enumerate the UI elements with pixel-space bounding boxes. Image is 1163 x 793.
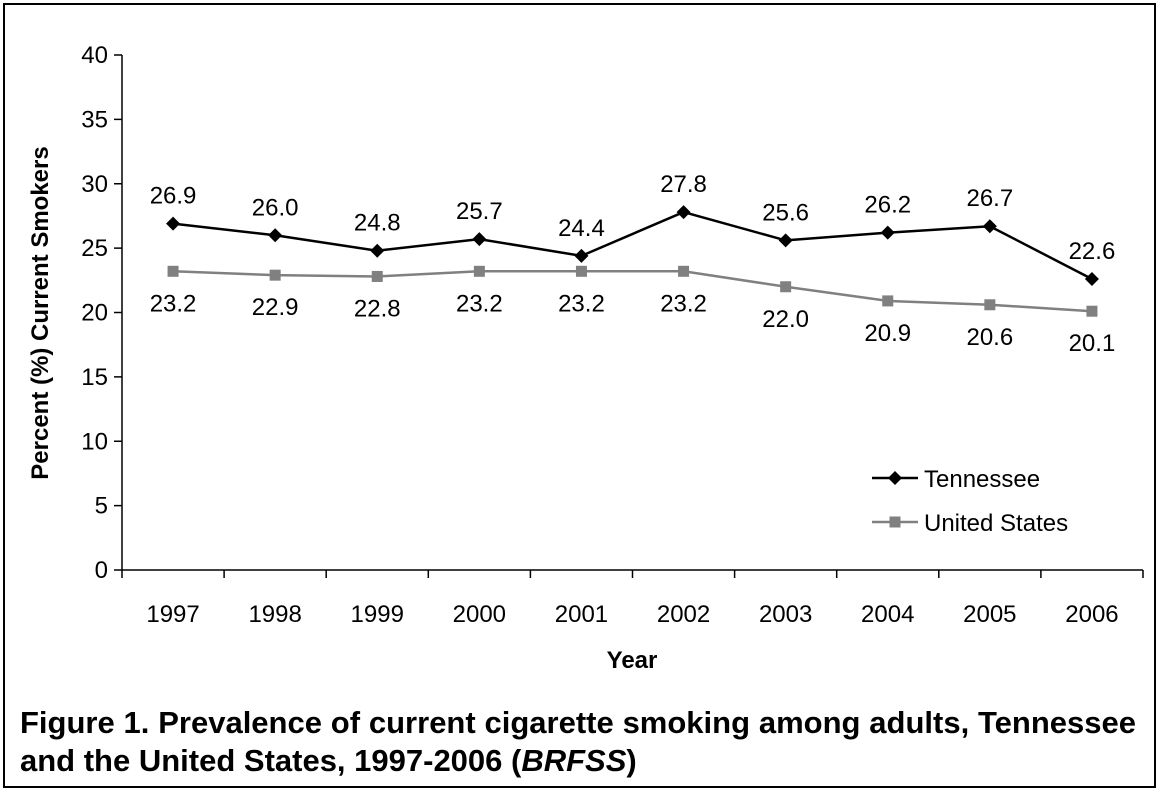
data-label: 23.2 (456, 290, 503, 317)
data-label: 25.7 (456, 198, 503, 225)
y-tick-label: 15 (81, 364, 108, 391)
data-labels: 26.9 26.0 24.8 25.7 24.4 27.8 25.6 26.2 26.7 22.6… (150, 171, 1116, 357)
series-markers (166, 205, 1099, 317)
y-tick-label: 0 (95, 557, 108, 584)
data-point (575, 265, 587, 277)
data-point (982, 219, 997, 234)
line-chart: 0 5 10 15 20 25 30 35 40 1997 1998 1999 2000 2001 200… (27, 42, 1144, 674)
data-label: 24.4 (558, 215, 605, 242)
data-label: 22.0 (762, 306, 809, 333)
legend-label: United States (924, 510, 1068, 537)
y-tick-labels: 0 5 10 15 20 25 30 35 40 (81, 42, 108, 584)
x-tick-label: 2003 (759, 601, 812, 628)
data-label: 27.8 (660, 171, 707, 198)
data-label: 20.1 (1069, 330, 1116, 357)
chart-axes (114, 54, 1144, 578)
data-point (778, 233, 793, 248)
data-point (780, 281, 792, 293)
legend: Tennessee United States (872, 466, 1068, 537)
data-point (678, 265, 690, 277)
figure-caption: Figure 1. Prevalence of current cigarett… (20, 704, 1136, 780)
data-label: 20.9 (864, 320, 911, 347)
series-line-tennessee (172, 210, 1093, 281)
data-point (166, 216, 181, 231)
x-tick-labels: 1997 1998 1999 2000 2001 2002 2003 2004 2005 2006 (146, 601, 1118, 628)
data-point (371, 270, 383, 282)
data-label: 26.0 (252, 194, 299, 221)
data-label: 23.2 (660, 290, 707, 317)
x-tick-label: 2004 (861, 601, 914, 628)
x-axis-title: Year (607, 647, 658, 674)
data-point (676, 205, 691, 220)
x-tick-label: 1999 (351, 601, 404, 628)
data-point (473, 265, 485, 277)
data-point (880, 225, 895, 240)
data-label: 24.8 (354, 210, 401, 237)
y-tick-label: 5 (95, 493, 108, 520)
data-label: 26.9 (150, 183, 197, 210)
y-axis-title: Percent (%) Current Smokers (27, 146, 54, 479)
data-point (268, 228, 283, 243)
legend-marker (888, 471, 902, 485)
data-point (269, 269, 281, 281)
data-point (472, 232, 487, 247)
y-tick-label: 25 (81, 235, 108, 262)
data-point (882, 295, 894, 307)
caption-end: ) (626, 743, 637, 778)
y-tick-label: 30 (81, 171, 108, 198)
caption-main: Figure 1. Prevalence of current cigarett… (20, 705, 1136, 778)
data-label: 22.8 (354, 295, 401, 322)
x-tick-label: 1997 (146, 601, 199, 628)
data-label: 22.9 (252, 294, 299, 321)
legend-label: Tennessee (924, 466, 1040, 493)
data-point (984, 299, 996, 311)
data-point (574, 248, 589, 263)
data-point (370, 243, 385, 258)
data-point (1084, 272, 1099, 287)
data-label: 23.2 (558, 290, 605, 317)
y-tick-label: 35 (81, 106, 108, 133)
data-label: 26.7 (966, 185, 1013, 212)
x-tick-label: 2000 (453, 601, 506, 628)
data-label: 20.6 (966, 324, 1013, 351)
y-tick-label: 40 (81, 42, 108, 69)
data-point (1086, 305, 1098, 317)
data-point (167, 265, 179, 277)
y-tick-label: 10 (81, 428, 108, 455)
series-line-united-states (173, 270, 1093, 313)
y-tick-label: 20 (81, 300, 108, 327)
x-tick-label: 2005 (963, 601, 1016, 628)
x-tick-label: 2006 (1065, 601, 1118, 628)
x-tick-label: 2001 (555, 601, 608, 628)
figure-frame (3, 3, 1156, 788)
data-label: 26.2 (864, 192, 911, 219)
x-tick-label: 1998 (248, 601, 301, 628)
caption-source: BRFSS (521, 743, 627, 778)
data-label: 22.6 (1069, 238, 1116, 265)
series-lines (172, 210, 1093, 313)
data-label: 25.6 (762, 199, 809, 226)
x-tick-label: 2002 (657, 601, 710, 628)
legend-marker (889, 516, 901, 528)
data-label: 23.2 (150, 290, 197, 317)
